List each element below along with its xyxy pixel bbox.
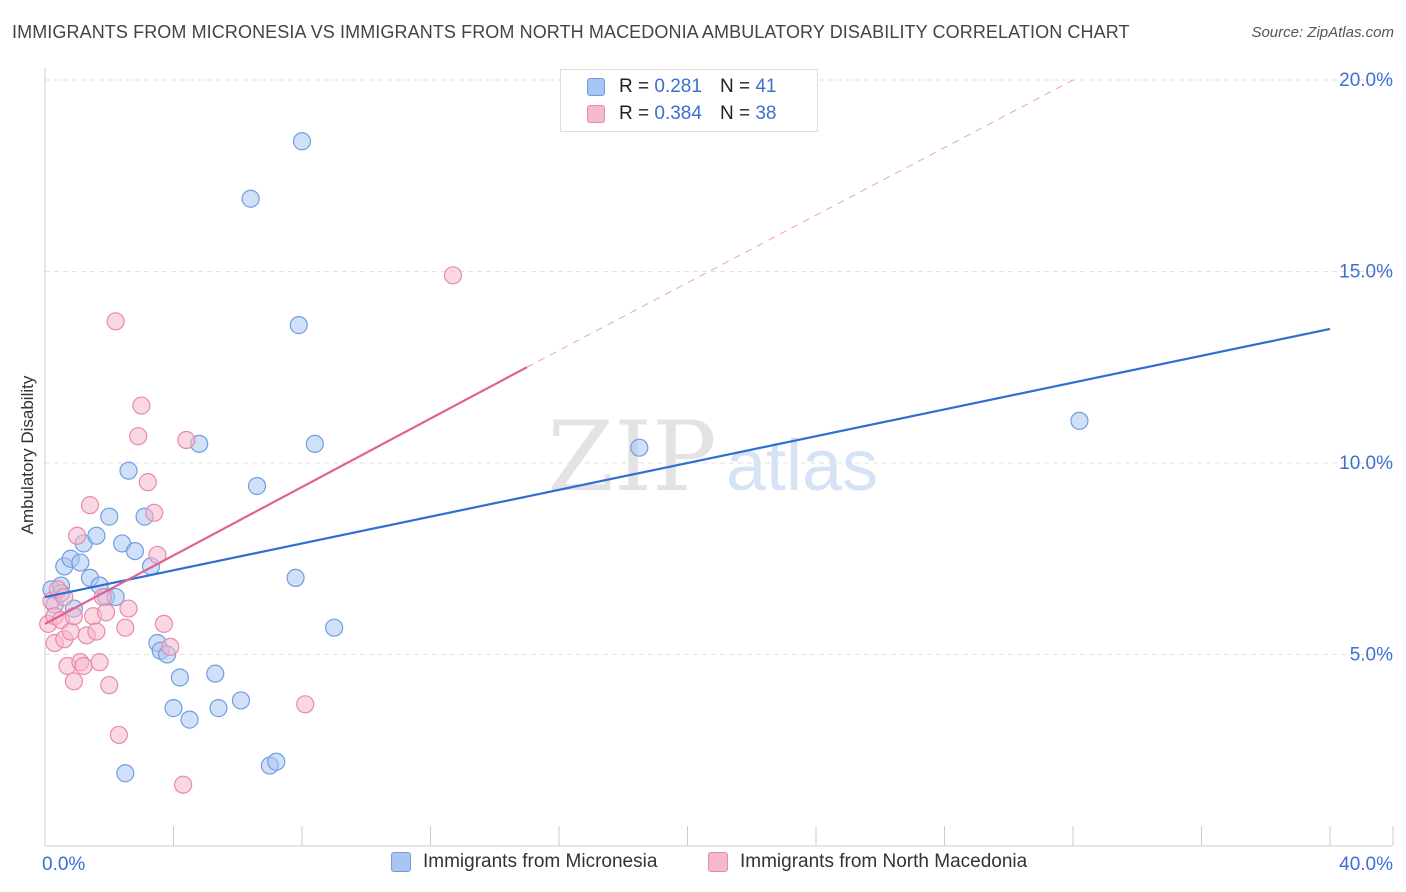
watermark: ZIP atlas (547, 401, 878, 513)
point-micronesia (289, 316, 308, 335)
legend-n-value: 41 (755, 76, 777, 97)
point-north-macedonia (145, 503, 164, 522)
point-north-macedonia (443, 266, 463, 285)
point-north-macedonia (64, 607, 84, 626)
point-micronesia (209, 699, 228, 718)
point-micronesia (286, 568, 305, 588)
point-north-macedonia (138, 473, 157, 492)
point-north-macedonia (87, 622, 106, 641)
point-micronesia (305, 434, 324, 453)
bottom-legend-north-macedonia: Immigrants from North Macedonia (708, 851, 1027, 873)
point-micronesia (164, 699, 183, 718)
point-north-macedonia (106, 312, 125, 331)
legend-swatch-pink (587, 105, 605, 123)
bottom-legend-micronesia: Immigrants from Micronesia (391, 851, 657, 873)
point-north-macedonia (174, 775, 193, 794)
point-micronesia (247, 476, 267, 496)
legend-n-label: N = (719, 76, 751, 97)
y-tick-label: 5.0% (1350, 645, 1393, 666)
legend-r-label: R = (619, 103, 650, 124)
point-micronesia (125, 541, 145, 561)
bottom-legend-swatch-blue (391, 852, 411, 872)
point-micronesia (170, 668, 190, 687)
point-micronesia (267, 752, 286, 771)
point-north-macedonia (61, 622, 80, 641)
watermark-zip: ZIP (547, 401, 716, 513)
point-north-macedonia (90, 653, 109, 672)
x-tick-label: 0.0% (42, 854, 85, 875)
legend-r-label: R = (619, 76, 650, 97)
source-label: Source: ZipAtlas.com (1251, 24, 1394, 41)
bottom-legend-label: Immigrants from North Macedonia (740, 851, 1028, 872)
legend-swatch-blue (587, 78, 605, 96)
point-micronesia (206, 664, 225, 683)
bottom-legend-swatch-pink (708, 852, 728, 872)
point-micronesia (325, 618, 344, 637)
point-north-macedonia (154, 614, 173, 633)
point-north-macedonia (177, 430, 196, 450)
chart-title: IMMIGRANTS FROM MICRONESIA VS IMMIGRANTS… (12, 22, 1130, 42)
point-micronesia (180, 710, 199, 729)
point-north-macedonia (296, 695, 315, 714)
point-north-macedonia (116, 618, 135, 637)
point-micronesia (241, 189, 260, 208)
trend-line-micronesia (44, 327, 1331, 599)
point-north-macedonia (132, 396, 151, 415)
point-micronesia (630, 438, 649, 457)
legend-r-value: 0.384 (654, 103, 702, 124)
point-north-macedonia (129, 427, 148, 446)
point-north-macedonia (74, 656, 93, 676)
bottom-legend-label: Immigrants from Micronesia (423, 851, 658, 872)
point-north-macedonia (100, 676, 119, 695)
legend-n-value: 38 (755, 103, 777, 124)
point-north-macedonia (109, 725, 128, 745)
point-micronesia (1070, 411, 1089, 430)
point-micronesia (292, 132, 312, 151)
x-tick-label: 40.0% (1339, 854, 1393, 875)
trend-line-north-macedonia (44, 366, 528, 625)
y-tick-label: 15.0% (1339, 262, 1393, 283)
point-micronesia (116, 764, 135, 783)
point-north-macedonia (68, 526, 87, 545)
point-micronesia (119, 461, 138, 480)
point-north-macedonia (96, 603, 116, 622)
legend-row-north-macedonia: R = 0.384 N = 38 (587, 101, 776, 127)
legend-r-value: 0.281 (654, 76, 702, 97)
data-points (39, 132, 1089, 794)
point-micronesia (231, 691, 251, 710)
trend-lines (44, 79, 1331, 625)
tick-labels: 5.0% 10.0% 15.0% 20.0% 0.0% 40.0% (42, 70, 1393, 875)
legend-row-micronesia: R = 0.281 N = 41 (587, 74, 776, 100)
y-tick-label: 10.0% (1339, 453, 1393, 474)
axes (44, 68, 1394, 847)
grid-lines (45, 79, 1392, 655)
point-micronesia (71, 553, 90, 572)
legend: R = 0.281 N = 41 R = 0.384 N = 38 (560, 69, 818, 132)
point-north-macedonia (161, 637, 180, 656)
point-north-macedonia (64, 672, 84, 691)
legend-n-label: N = (719, 103, 751, 124)
point-north-macedonia (80, 496, 100, 515)
point-micronesia (87, 526, 106, 545)
y-tick-label: 20.0% (1339, 70, 1393, 91)
point-micronesia (100, 507, 119, 526)
point-north-macedonia (119, 599, 138, 618)
